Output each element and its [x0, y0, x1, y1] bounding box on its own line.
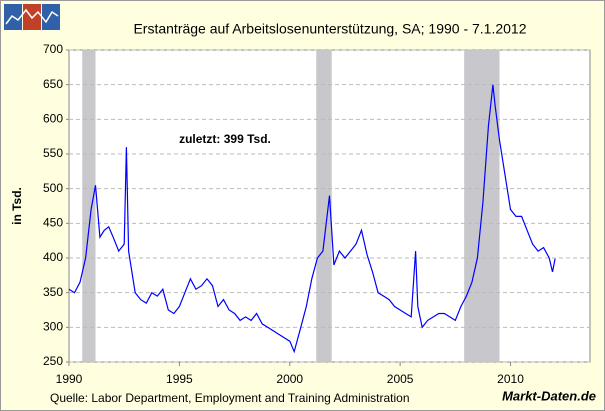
y-tick-label: 650	[43, 77, 63, 91]
source: Quelle: Labor Department, Employment and…	[50, 391, 410, 405]
y-axis-label: in Tsd.	[10, 187, 24, 225]
x-tick-label: 2005	[387, 372, 414, 386]
y-tick-label: 350	[43, 285, 63, 299]
chart-title: Erstanträge auf Arbeitslosenunterstützun…	[133, 21, 526, 37]
recession-band	[82, 50, 96, 362]
x-tick-label: 1990	[56, 372, 83, 386]
y-tick-label: 500	[43, 181, 63, 195]
y-tick-label: 250	[43, 354, 63, 368]
annotation: zuletzt: 399 Tsd.	[179, 132, 271, 146]
recession-band	[464, 50, 500, 362]
y-tick-label: 300	[43, 320, 63, 334]
y-tick-label: 600	[43, 112, 63, 126]
y-tick-label: 450	[43, 216, 63, 230]
y-tick-label: 400	[43, 250, 63, 264]
x-tick-label: 2000	[276, 372, 303, 386]
data-line	[68, 84, 556, 354]
recession-band	[316, 50, 332, 362]
y-tick-label: 550	[43, 146, 63, 160]
y-tick-label: 700	[43, 42, 63, 56]
logo	[4, 4, 60, 30]
x-tick-label: 1995	[166, 372, 193, 386]
x-tick-label: 2010	[497, 372, 524, 386]
brand: Markt-Daten.de	[502, 388, 596, 403]
